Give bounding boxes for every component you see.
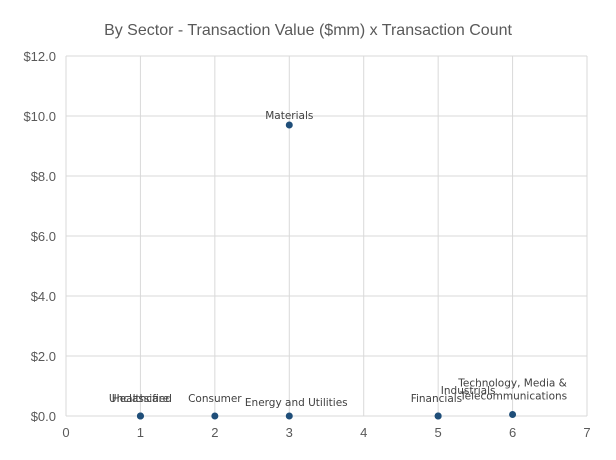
data-label: Materials — [265, 110, 313, 122]
data-label: Consumer — [188, 393, 242, 405]
y-tick-label: $4.0 — [31, 289, 56, 304]
x-tick-label: 6 — [509, 425, 516, 440]
x-tick-label: 2 — [211, 425, 218, 440]
x-tick-label: 4 — [360, 425, 367, 440]
data-point — [211, 412, 219, 420]
y-tick-label: $2.0 — [31, 349, 56, 364]
data-label: Unclassified — [109, 393, 172, 405]
data-label: Financials — [411, 393, 462, 405]
data-point — [509, 411, 517, 418]
data-point — [285, 412, 293, 420]
data-point — [136, 412, 144, 420]
data-point — [285, 121, 293, 129]
data-point — [434, 412, 442, 420]
x-tick-label: 3 — [286, 425, 293, 440]
x-tick-label: 5 — [435, 425, 442, 440]
data-label: Technology, Media & Telecommunications — [457, 378, 567, 403]
x-tick-label: 7 — [583, 425, 590, 440]
y-tick-label: $12.0 — [23, 49, 56, 64]
x-tick-label: 0 — [62, 425, 69, 440]
chart-title: By Sector - Transaction Value ($mm) x Tr… — [104, 22, 512, 39]
x-tick-label: 1 — [137, 425, 144, 440]
data-label: Industrials — [441, 385, 496, 397]
data-label: Healthcare — [112, 393, 169, 405]
data-label: Energy and Utilities — [245, 397, 348, 409]
y-tick-label: $10.0 — [23, 109, 56, 124]
y-tick-label: $8.0 — [31, 169, 56, 184]
y-tick-label: $6.0 — [31, 229, 56, 244]
y-tick-label: $0.0 — [31, 409, 56, 424]
